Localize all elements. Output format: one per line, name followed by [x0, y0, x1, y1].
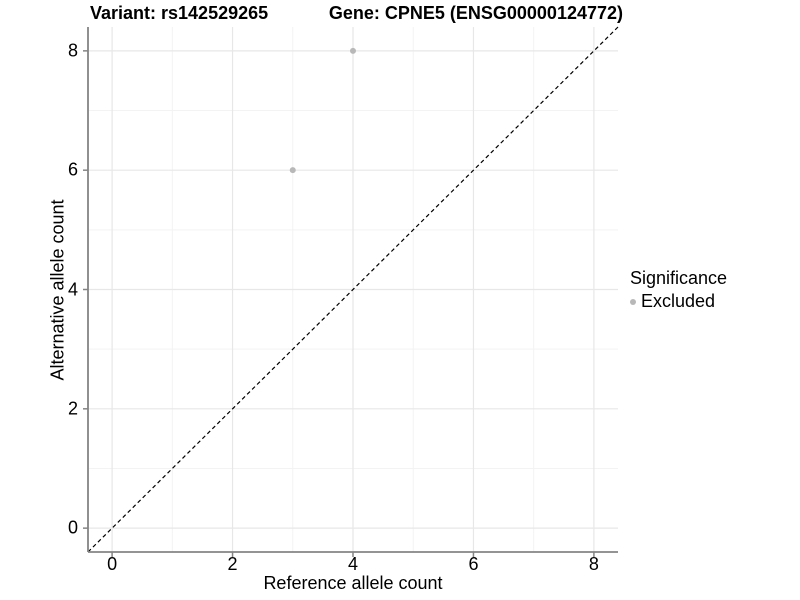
- y-tick-label: 6: [67, 159, 78, 180]
- identity-line: [87, 26, 619, 553]
- x-tick-label: 6: [468, 554, 479, 574]
- x-tick-label: 2: [227, 554, 238, 574]
- y-tick-label: 2: [67, 398, 78, 419]
- plot-panel: [83, 26, 619, 557]
- data-point: [350, 47, 356, 54]
- plot-area-svg: [83, 26, 619, 557]
- legend-key-dot-icon: [630, 298, 636, 305]
- legend: Significance Excluded: [630, 268, 727, 312]
- data-point: [289, 167, 296, 174]
- x-tick-label: 8: [588, 554, 599, 574]
- x-axis-title: Reference allele count: [263, 573, 443, 593]
- plot-title-variant: Variant: rs142529265: [90, 3, 269, 23]
- x-tick-label: 0: [107, 554, 118, 574]
- y-tick-label: 8: [67, 40, 78, 61]
- x-tick-label: 4: [347, 554, 359, 574]
- plot-title: Variant: rs142529265 Gene: CPNE5 (ENSG00…: [90, 3, 623, 24]
- plot-title-gene: Gene: CPNE5 (ENSG00000124772): [328, 3, 623, 23]
- legend-item-label: Excluded: [641, 291, 716, 311]
- legend-title: Significance: [630, 268, 728, 288]
- y-tick-label: 0: [67, 517, 78, 538]
- legend-item-excluded: Excluded: [630, 291, 727, 312]
- y-axis-title: Alternative allele count: [47, 199, 68, 381]
- y-tick-label: 4: [67, 279, 78, 299]
